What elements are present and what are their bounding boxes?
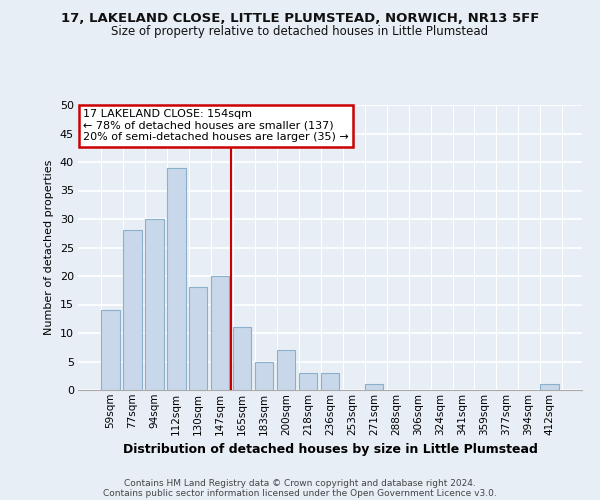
Bar	[145, 219, 164, 390]
X-axis label: Distribution of detached houses by size in Little Plumstead: Distribution of detached houses by size …	[122, 443, 538, 456]
Text: Contains public sector information licensed under the Open Government Licence v3: Contains public sector information licen…	[103, 488, 497, 498]
Bar	[101, 310, 119, 390]
Bar	[233, 328, 251, 390]
Bar	[167, 168, 185, 390]
Bar	[320, 373, 340, 390]
Y-axis label: Number of detached properties: Number of detached properties	[44, 160, 54, 335]
Bar	[255, 362, 274, 390]
Text: 17 LAKELAND CLOSE: 154sqm
← 78% of detached houses are smaller (137)
20% of semi: 17 LAKELAND CLOSE: 154sqm ← 78% of detac…	[83, 110, 349, 142]
Bar	[189, 288, 208, 390]
Bar	[299, 373, 317, 390]
Bar	[211, 276, 229, 390]
Text: Size of property relative to detached houses in Little Plumstead: Size of property relative to detached ho…	[112, 25, 488, 38]
Text: 17, LAKELAND CLOSE, LITTLE PLUMSTEAD, NORWICH, NR13 5FF: 17, LAKELAND CLOSE, LITTLE PLUMSTEAD, NO…	[61, 12, 539, 26]
Bar	[123, 230, 142, 390]
Text: Contains HM Land Registry data © Crown copyright and database right 2024.: Contains HM Land Registry data © Crown c…	[124, 478, 476, 488]
Bar	[541, 384, 559, 390]
Bar	[365, 384, 383, 390]
Bar	[277, 350, 295, 390]
